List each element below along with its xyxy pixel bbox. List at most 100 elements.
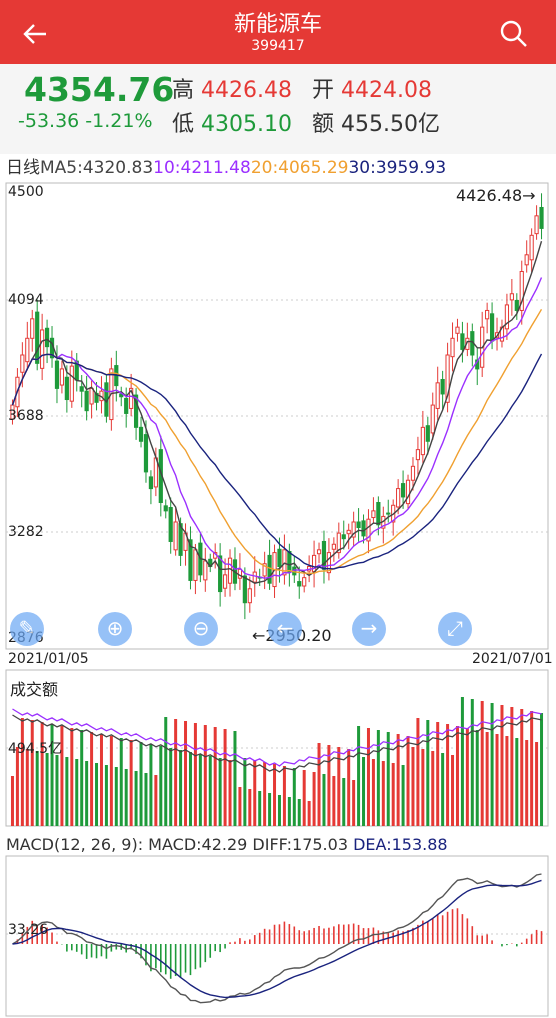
candle-body bbox=[420, 426, 425, 456]
candle-body bbox=[455, 326, 460, 334]
scroll-left-icon[interactable]: ← bbox=[268, 612, 302, 646]
candle-body bbox=[227, 557, 233, 584]
volume-bar bbox=[376, 730, 380, 826]
change-percent: -1.21% bbox=[85, 110, 153, 132]
volume-bar bbox=[292, 768, 296, 826]
candle-body bbox=[124, 397, 129, 414]
candle-body bbox=[44, 327, 50, 348]
volume-bar bbox=[50, 724, 54, 826]
candle-body bbox=[277, 548, 282, 568]
volume-bar bbox=[45, 753, 49, 826]
volume-bar bbox=[243, 758, 247, 826]
volume-bar bbox=[248, 789, 252, 826]
last-price: 4354.76 bbox=[24, 70, 175, 109]
amount-label: 额 bbox=[312, 112, 335, 137]
volume-bar bbox=[366, 728, 370, 826]
volume-bar bbox=[129, 740, 133, 826]
volume-bar bbox=[238, 787, 242, 826]
volume-bar bbox=[159, 746, 163, 826]
volume-bar bbox=[371, 759, 375, 826]
volume-bar bbox=[396, 734, 400, 826]
volume-bar bbox=[500, 705, 504, 826]
volume-label: 成交额 bbox=[10, 680, 59, 699]
ma20-value: 20:4065.29 bbox=[250, 158, 349, 178]
volume-bar bbox=[198, 754, 202, 826]
volume-bar bbox=[223, 729, 227, 826]
volume-bar bbox=[480, 701, 484, 826]
candle-body bbox=[396, 488, 401, 508]
candle-body bbox=[331, 543, 336, 550]
volume-bar bbox=[421, 749, 425, 826]
volume-bar bbox=[114, 767, 118, 826]
candle-body bbox=[400, 483, 406, 498]
y-tick-4500: 4500 bbox=[8, 184, 44, 200]
candle-body bbox=[252, 571, 257, 583]
index-code: 399417 bbox=[251, 38, 305, 54]
macd-y-tick: 33.26 bbox=[8, 922, 49, 938]
volume-bar bbox=[455, 726, 459, 826]
volume-bar bbox=[90, 732, 94, 826]
volume-bar bbox=[327, 745, 331, 826]
start-date: 2021/01/05 bbox=[8, 651, 89, 667]
volume-bar bbox=[65, 757, 69, 826]
candle-body bbox=[133, 394, 139, 428]
candle-body bbox=[129, 387, 134, 409]
volume-bar bbox=[188, 752, 192, 826]
period-label[interactable]: 日线 bbox=[6, 158, 40, 178]
candle-body bbox=[514, 299, 519, 311]
ma10-line bbox=[11, 277, 543, 579]
candle-body bbox=[489, 313, 495, 342]
settings-button[interactable]: ✎ bbox=[10, 612, 44, 646]
volume-bar bbox=[20, 718, 24, 826]
candle-body bbox=[410, 465, 416, 481]
volume-bar bbox=[85, 761, 89, 826]
volume-bar bbox=[337, 747, 341, 826]
volume-bar bbox=[460, 697, 464, 826]
zoom-out-icon[interactable]: ⊖ bbox=[184, 612, 218, 646]
candle-body bbox=[203, 560, 208, 581]
volume-bar bbox=[287, 797, 291, 826]
candle-body bbox=[509, 293, 514, 301]
volume-bar bbox=[75, 759, 79, 826]
candle-body bbox=[316, 549, 322, 555]
zoom-in-icon[interactable]: ⊕ bbox=[98, 612, 132, 646]
back-arrow-icon[interactable] bbox=[18, 14, 58, 54]
candle-body bbox=[173, 521, 178, 551]
y-tick-4094: 4094 bbox=[8, 292, 44, 308]
candle-body bbox=[168, 507, 173, 542]
candle-body bbox=[376, 502, 381, 526]
fullscreen-icon[interactable]: ⤢ bbox=[438, 612, 472, 646]
candle-body bbox=[302, 577, 307, 587]
app-header: 新能源车 399417 bbox=[0, 0, 556, 64]
volume-bar bbox=[490, 703, 494, 826]
candle-body bbox=[20, 354, 25, 373]
volume-bar bbox=[391, 763, 395, 826]
candle-body bbox=[188, 539, 193, 581]
volume-bar bbox=[515, 738, 519, 826]
volume-ma5-line bbox=[12, 714, 542, 773]
candle-body bbox=[386, 512, 391, 515]
candle-body bbox=[30, 318, 35, 339]
candle-body bbox=[54, 360, 60, 389]
candle-body bbox=[351, 521, 356, 538]
volume-bar bbox=[263, 762, 267, 826]
volume-bar bbox=[401, 765, 405, 826]
scroll-right-icon[interactable]: → bbox=[352, 612, 386, 646]
open-value: 4424.08 bbox=[341, 78, 432, 103]
volume-bar bbox=[179, 750, 183, 826]
candle-body bbox=[504, 304, 510, 330]
candle-body bbox=[89, 387, 94, 405]
candle-body bbox=[119, 393, 124, 398]
volume-bar bbox=[213, 727, 217, 826]
page-title: 新能源车 bbox=[233, 12, 322, 37]
volume-bar bbox=[322, 774, 326, 826]
volume-bar bbox=[80, 730, 84, 826]
candle-body bbox=[356, 521, 361, 529]
search-icon[interactable] bbox=[494, 14, 534, 54]
macd-value: MACD:42.29 bbox=[148, 835, 248, 854]
candle-body bbox=[346, 529, 351, 535]
volume-bar bbox=[386, 732, 390, 826]
volume-bar bbox=[139, 742, 143, 826]
macd-params: MACD(12, 26, 9): bbox=[6, 835, 144, 854]
